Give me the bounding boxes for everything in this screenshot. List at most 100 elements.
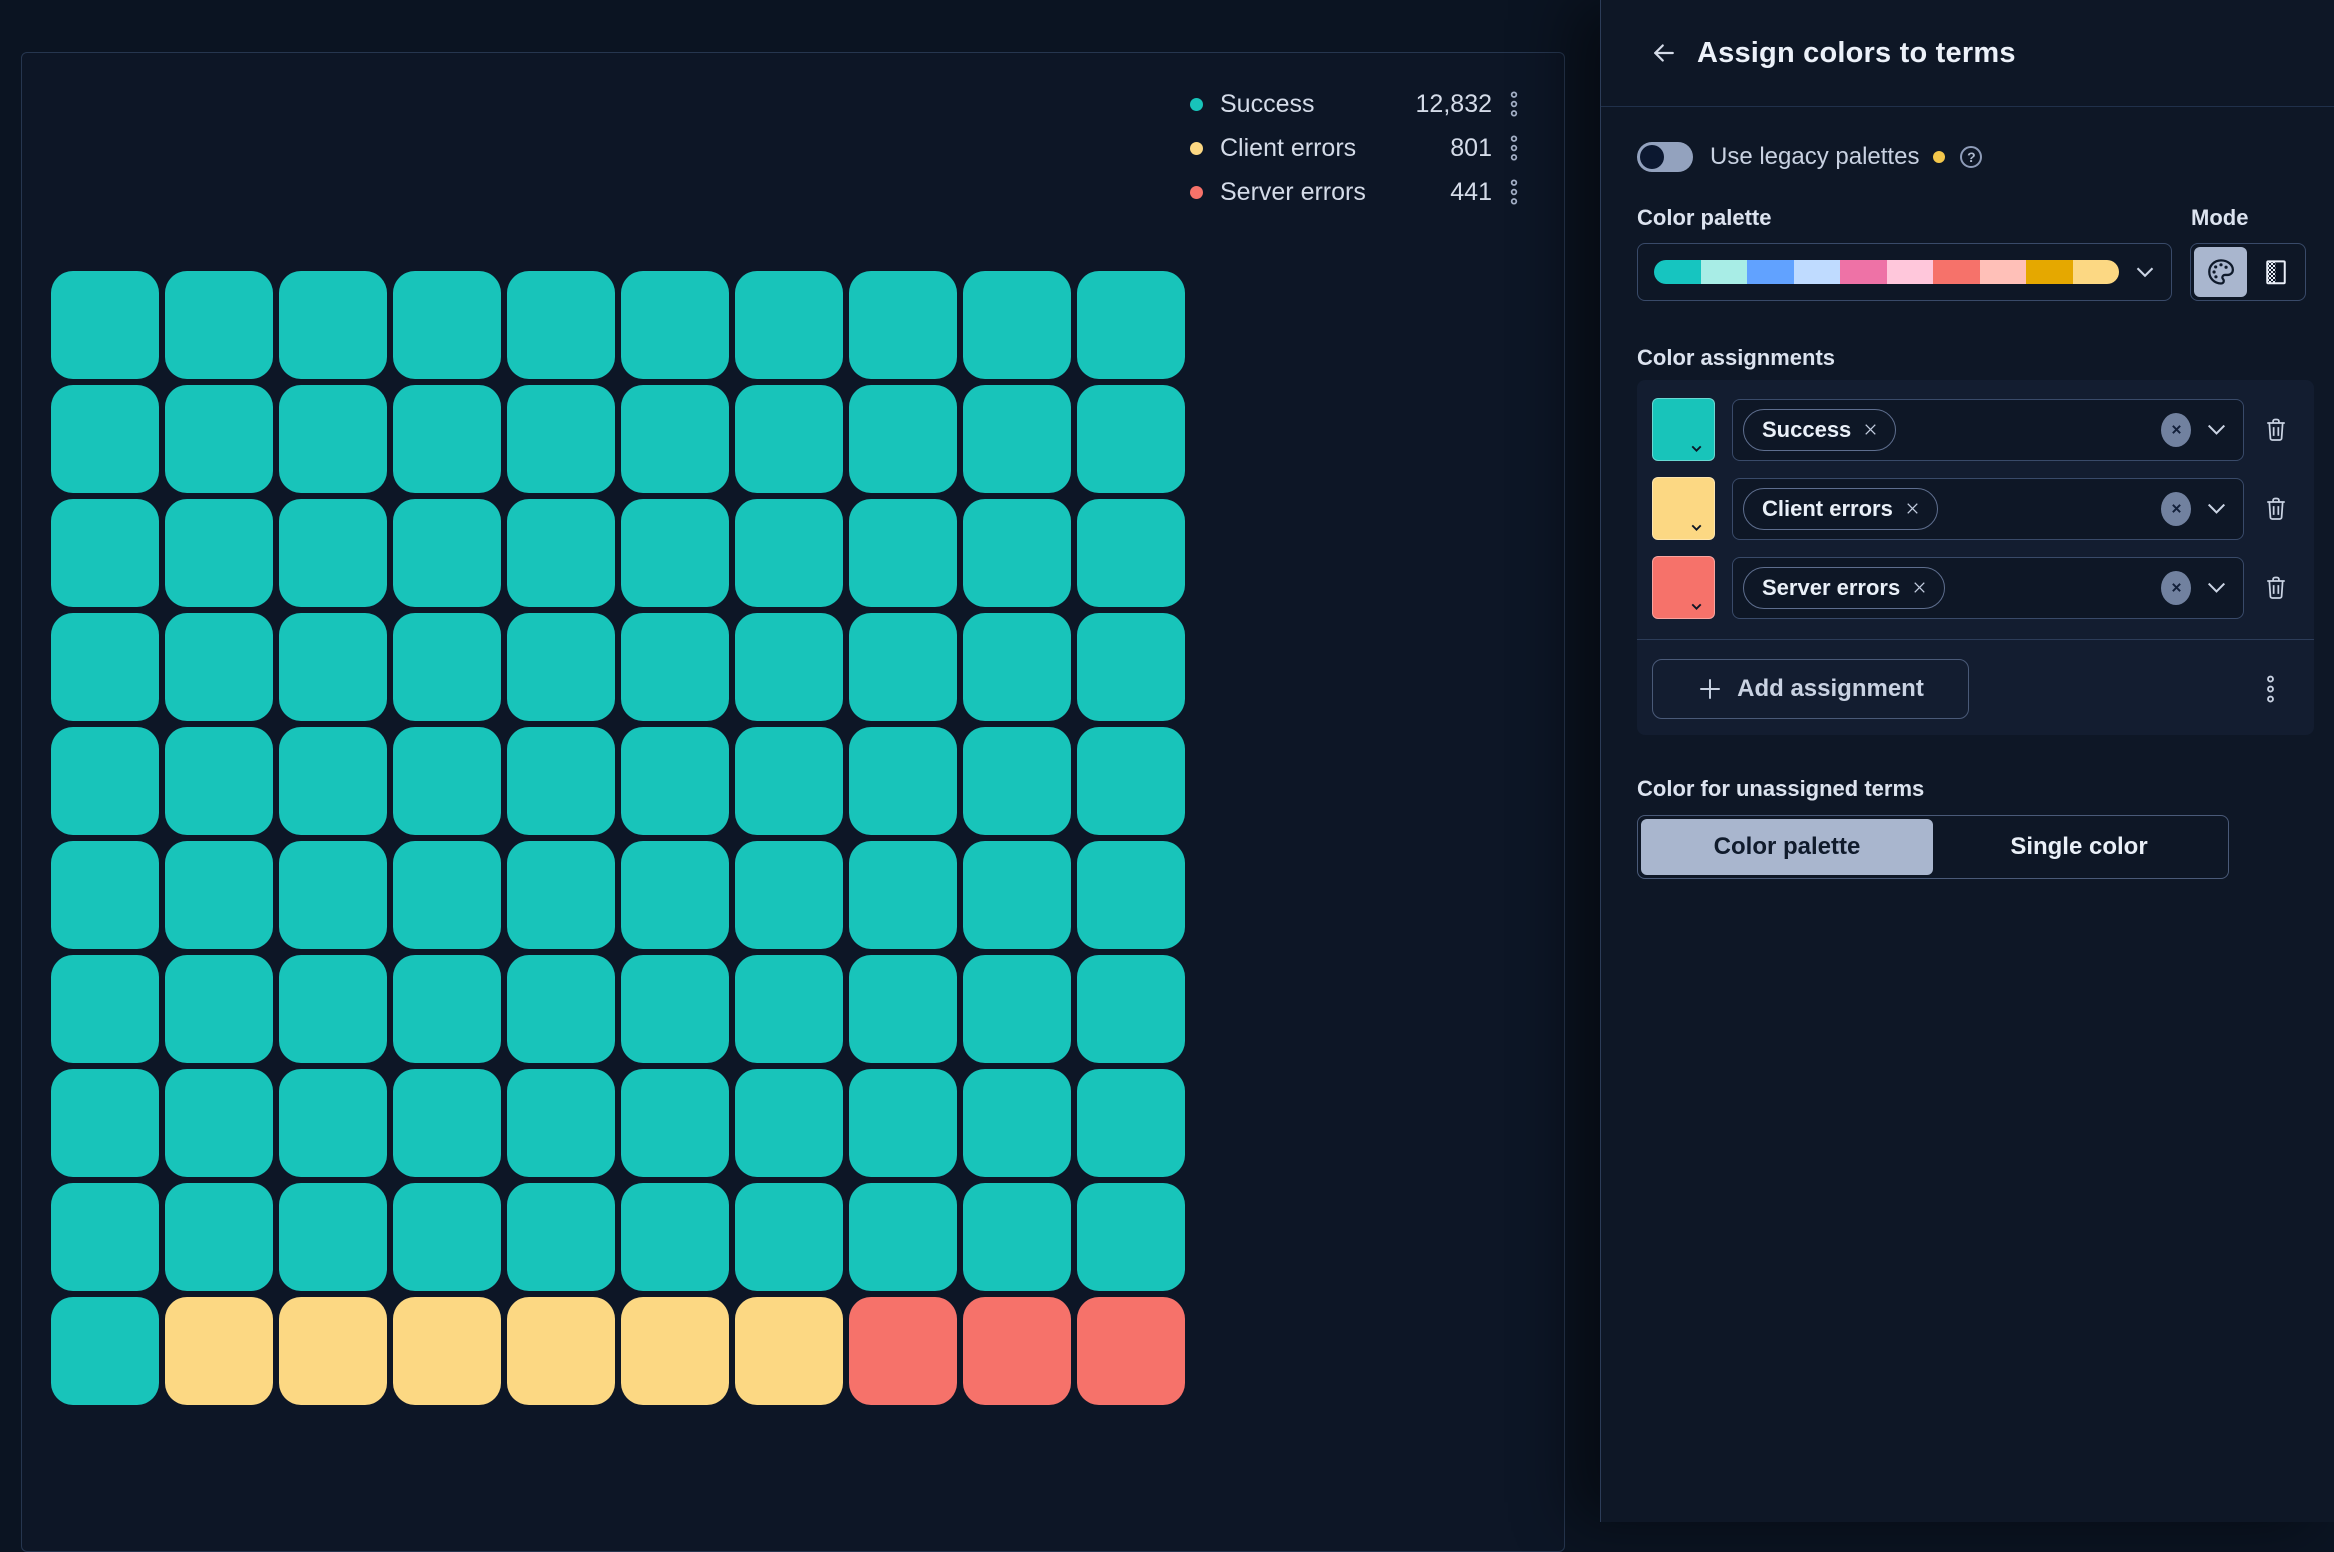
- clear-selection-button[interactable]: [2161, 491, 2191, 526]
- waffle-cell[interactable]: [393, 499, 501, 607]
- waffle-cell[interactable]: [393, 1183, 501, 1291]
- waffle-cell[interactable]: [621, 1183, 729, 1291]
- waffle-cell[interactable]: [507, 499, 615, 607]
- waffle-cell[interactable]: [849, 499, 957, 607]
- waffle-cell[interactable]: [735, 1297, 843, 1405]
- waffle-cell[interactable]: [963, 499, 1071, 607]
- delete-assignment-button[interactable]: [2254, 487, 2298, 531]
- waffle-cell[interactable]: [393, 727, 501, 835]
- waffle-cell[interactable]: [1077, 1069, 1185, 1177]
- waffle-cell[interactable]: [1077, 271, 1185, 379]
- color-palette-select[interactable]: [1637, 243, 2173, 301]
- clear-selection-button[interactable]: [2161, 570, 2191, 605]
- waffle-cell[interactable]: [279, 1297, 387, 1405]
- waffle-cell[interactable]: [1077, 727, 1185, 835]
- waffle-cell[interactable]: [393, 955, 501, 1063]
- waffle-cell[interactable]: [165, 613, 273, 721]
- waffle-cell[interactable]: [279, 1069, 387, 1177]
- waffle-cell[interactable]: [963, 841, 1071, 949]
- help-icon[interactable]: ?: [1960, 146, 1983, 168]
- waffle-cell[interactable]: [963, 727, 1071, 835]
- waffle-cell[interactable]: [507, 385, 615, 493]
- combobox-chevron-down-icon[interactable]: [2204, 496, 2229, 521]
- waffle-cell[interactable]: [735, 271, 843, 379]
- mode-palette-button[interactable]: [2194, 247, 2248, 297]
- waffle-cell[interactable]: [507, 727, 615, 835]
- remove-term-icon[interactable]: [1862, 421, 1879, 438]
- waffle-cell[interactable]: [51, 1297, 159, 1405]
- waffle-cell[interactable]: [849, 1297, 957, 1405]
- waffle-cell[interactable]: [963, 385, 1071, 493]
- waffle-cell[interactable]: [507, 613, 615, 721]
- term-combobox[interactable]: Success: [1732, 398, 2244, 461]
- combobox-chevron-down-icon[interactable]: [2204, 417, 2229, 442]
- waffle-cell[interactable]: [1077, 1297, 1185, 1405]
- waffle-cell[interactable]: [621, 1297, 729, 1405]
- unassigned-color-palette-option[interactable]: Color palette: [1641, 819, 1933, 875]
- waffle-cell[interactable]: [393, 1069, 501, 1177]
- waffle-cell[interactable]: [849, 271, 957, 379]
- waffle-cell[interactable]: [963, 955, 1071, 1063]
- waffle-cell[interactable]: [735, 1183, 843, 1291]
- waffle-cell[interactable]: [393, 271, 501, 379]
- delete-assignment-button[interactable]: [2254, 566, 2298, 610]
- waffle-cell[interactable]: [621, 955, 729, 1063]
- waffle-cell[interactable]: [165, 955, 273, 1063]
- waffle-cell[interactable]: [507, 271, 615, 379]
- waffle-cell[interactable]: [279, 385, 387, 493]
- waffle-cell[interactable]: [393, 613, 501, 721]
- waffle-cell[interactable]: [963, 613, 1071, 721]
- waffle-cell[interactable]: [165, 499, 273, 607]
- add-assignment-button[interactable]: Add assignment: [1652, 659, 1969, 719]
- waffle-cell[interactable]: [507, 1183, 615, 1291]
- waffle-cell[interactable]: [1077, 385, 1185, 493]
- waffle-cell[interactable]: [51, 841, 159, 949]
- waffle-cell[interactable]: [507, 841, 615, 949]
- waffle-cell[interactable]: [279, 1183, 387, 1291]
- clear-selection-button[interactable]: [2161, 412, 2191, 447]
- waffle-cell[interactable]: [507, 955, 615, 1063]
- waffle-cell[interactable]: [1077, 841, 1185, 949]
- color-swatch-button[interactable]: [1652, 556, 1715, 619]
- waffle-cell[interactable]: [849, 1183, 957, 1291]
- waffle-cell[interactable]: [621, 499, 729, 607]
- waffle-cell[interactable]: [51, 613, 159, 721]
- waffle-cell[interactable]: [51, 1069, 159, 1177]
- waffle-cell[interactable]: [1077, 1183, 1185, 1291]
- waffle-cell[interactable]: [735, 385, 843, 493]
- waffle-cell[interactable]: [507, 1297, 615, 1405]
- waffle-cell[interactable]: [279, 499, 387, 607]
- use-legacy-palettes-toggle[interactable]: [1637, 142, 1693, 172]
- legend-actions-kebab-icon[interactable]: [1508, 90, 1520, 118]
- color-swatch-button[interactable]: [1652, 398, 1715, 461]
- legend-actions-kebab-icon[interactable]: [1508, 178, 1520, 206]
- waffle-cell[interactable]: [963, 271, 1071, 379]
- waffle-cell[interactable]: [1077, 955, 1185, 1063]
- waffle-cell[interactable]: [165, 271, 273, 379]
- waffle-cell[interactable]: [393, 385, 501, 493]
- term-combobox[interactable]: Server errors: [1732, 556, 2244, 619]
- back-button[interactable]: [1643, 32, 1685, 74]
- term-combobox[interactable]: Client errors: [1732, 477, 2244, 540]
- waffle-cell[interactable]: [621, 841, 729, 949]
- waffle-cell[interactable]: [51, 271, 159, 379]
- waffle-cell[interactable]: [849, 727, 957, 835]
- waffle-cell[interactable]: [51, 727, 159, 835]
- waffle-cell[interactable]: [849, 955, 957, 1063]
- waffle-cell[interactable]: [279, 841, 387, 949]
- remove-term-icon[interactable]: [1904, 500, 1921, 517]
- waffle-cell[interactable]: [735, 613, 843, 721]
- waffle-cell[interactable]: [165, 1183, 273, 1291]
- waffle-cell[interactable]: [963, 1183, 1071, 1291]
- remove-term-icon[interactable]: [1911, 579, 1928, 596]
- waffle-cell[interactable]: [279, 271, 387, 379]
- waffle-cell[interactable]: [165, 841, 273, 949]
- waffle-cell[interactable]: [393, 1297, 501, 1405]
- waffle-cell[interactable]: [621, 385, 729, 493]
- waffle-cell[interactable]: [1077, 613, 1185, 721]
- waffle-cell[interactable]: [51, 385, 159, 493]
- legend-actions-kebab-icon[interactable]: [1508, 134, 1520, 162]
- waffle-cell[interactable]: [849, 385, 957, 493]
- waffle-cell[interactable]: [735, 499, 843, 607]
- waffle-cell[interactable]: [51, 955, 159, 1063]
